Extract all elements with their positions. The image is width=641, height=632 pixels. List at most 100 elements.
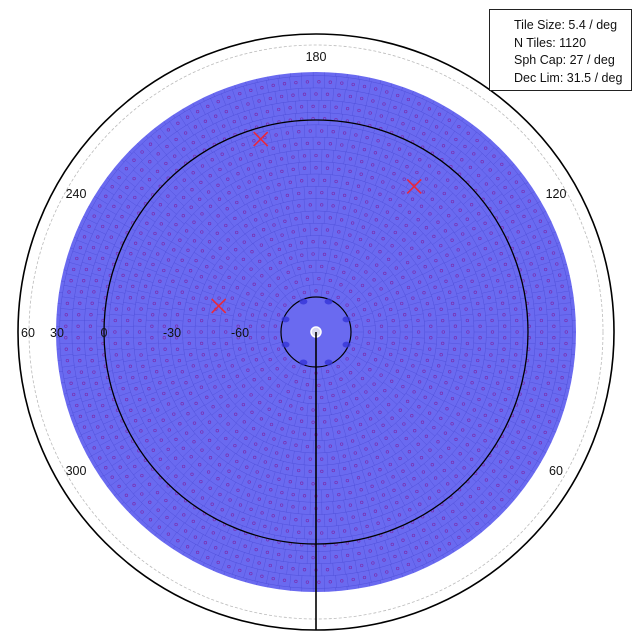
tile-edge bbox=[374, 230, 382, 241]
tile-center bbox=[444, 279, 448, 283]
tile-center bbox=[314, 227, 318, 232]
tile-center bbox=[302, 506, 307, 510]
tile-center bbox=[174, 522, 178, 527]
tile-edge bbox=[529, 381, 542, 386]
tile-center bbox=[106, 445, 110, 450]
tile-edge bbox=[109, 256, 122, 262]
tile-center bbox=[101, 224, 105, 229]
tile-edge bbox=[173, 262, 186, 269]
tile-edge bbox=[63, 284, 77, 288]
tile-center bbox=[288, 243, 292, 248]
tile-edge bbox=[534, 348, 548, 350]
tile-edge bbox=[416, 374, 428, 380]
tile-center bbox=[266, 474, 270, 478]
tile-center bbox=[498, 370, 503, 374]
tile-edge bbox=[482, 432, 494, 440]
tile-center bbox=[250, 410, 254, 414]
tile-center bbox=[381, 237, 385, 241]
tile-edge bbox=[228, 231, 237, 241]
tile-center bbox=[370, 176, 374, 180]
tile-center bbox=[237, 79, 241, 83]
tile-edge bbox=[268, 207, 274, 219]
tile-edge bbox=[227, 387, 238, 396]
tile-center bbox=[321, 606, 324, 609]
tile-center bbox=[320, 531, 324, 535]
tile-edge bbox=[177, 522, 185, 534]
tile-edge bbox=[531, 370, 545, 374]
tile-center bbox=[176, 92, 181, 96]
tile-edge bbox=[243, 566, 248, 578]
tile-edge bbox=[118, 391, 131, 397]
tile-edge bbox=[201, 173, 210, 185]
tile-center bbox=[267, 407, 271, 411]
tile-edge bbox=[384, 111, 390, 124]
tile-center bbox=[527, 199, 531, 203]
tile-edge bbox=[294, 476, 298, 489]
tile-center bbox=[218, 414, 222, 418]
tile-center bbox=[538, 307, 543, 311]
tile-center bbox=[337, 230, 341, 234]
tile-edge bbox=[430, 489, 438, 500]
tile-edge bbox=[375, 491, 381, 503]
tile-edge bbox=[493, 499, 503, 509]
tile-edge bbox=[245, 285, 257, 293]
tile-center bbox=[217, 296, 221, 300]
tile-center bbox=[334, 405, 338, 410]
tile-center bbox=[373, 302, 378, 306]
tile-center bbox=[288, 554, 292, 558]
tile-center bbox=[165, 358, 169, 363]
tile-center bbox=[573, 370, 576, 374]
tile-center bbox=[478, 423, 482, 428]
tile-edge bbox=[191, 456, 200, 466]
tile-center bbox=[503, 336, 507, 340]
tile-center bbox=[242, 210, 247, 214]
tile-edge bbox=[235, 241, 245, 251]
tile-edge bbox=[493, 219, 505, 227]
tile-edge bbox=[141, 511, 151, 521]
tile-edge bbox=[335, 587, 337, 592]
tile-center bbox=[506, 526, 510, 531]
tile-edge bbox=[583, 303, 595, 304]
tile-center bbox=[268, 96, 272, 101]
tile-edge bbox=[324, 72, 326, 76]
tile-center bbox=[407, 575, 411, 580]
tile-center bbox=[417, 255, 421, 259]
tile-center bbox=[140, 168, 144, 172]
tile-edge bbox=[342, 370, 350, 382]
tile-center bbox=[207, 420, 212, 424]
tile-center bbox=[208, 375, 212, 379]
tile-center bbox=[201, 134, 205, 139]
tile-center bbox=[235, 286, 239, 290]
tile-center bbox=[305, 141, 310, 146]
tile-center bbox=[249, 507, 253, 511]
tile-center bbox=[389, 66, 392, 69]
tile-edge bbox=[491, 119, 500, 129]
tile-center bbox=[234, 394, 238, 398]
tile-edge bbox=[456, 516, 465, 527]
tile-edge bbox=[583, 360, 595, 361]
tile-center bbox=[354, 464, 358, 468]
tile-center bbox=[254, 112, 258, 117]
tile-center bbox=[300, 407, 304, 411]
tile-edge bbox=[303, 261, 306, 274]
tile-center bbox=[101, 256, 105, 261]
tile-center bbox=[200, 430, 204, 434]
tile-edge bbox=[359, 194, 364, 206]
tile-center bbox=[152, 358, 156, 363]
tile-center bbox=[82, 425, 87, 429]
tile-edge bbox=[365, 383, 375, 393]
tile-edge bbox=[397, 307, 410, 311]
tile-edge bbox=[111, 198, 123, 206]
tile-center bbox=[214, 546, 218, 550]
tile-center bbox=[478, 236, 482, 241]
tile-center bbox=[325, 432, 330, 436]
tile-edge bbox=[268, 194, 273, 206]
tile-edge bbox=[208, 233, 219, 242]
tile-edge bbox=[248, 352, 261, 357]
tile-center bbox=[463, 144, 467, 149]
tile-edge bbox=[108, 228, 120, 235]
tile-center bbox=[459, 375, 463, 379]
tile-center bbox=[200, 448, 204, 452]
tile-edge bbox=[85, 308, 98, 310]
tile-edge bbox=[277, 140, 281, 154]
